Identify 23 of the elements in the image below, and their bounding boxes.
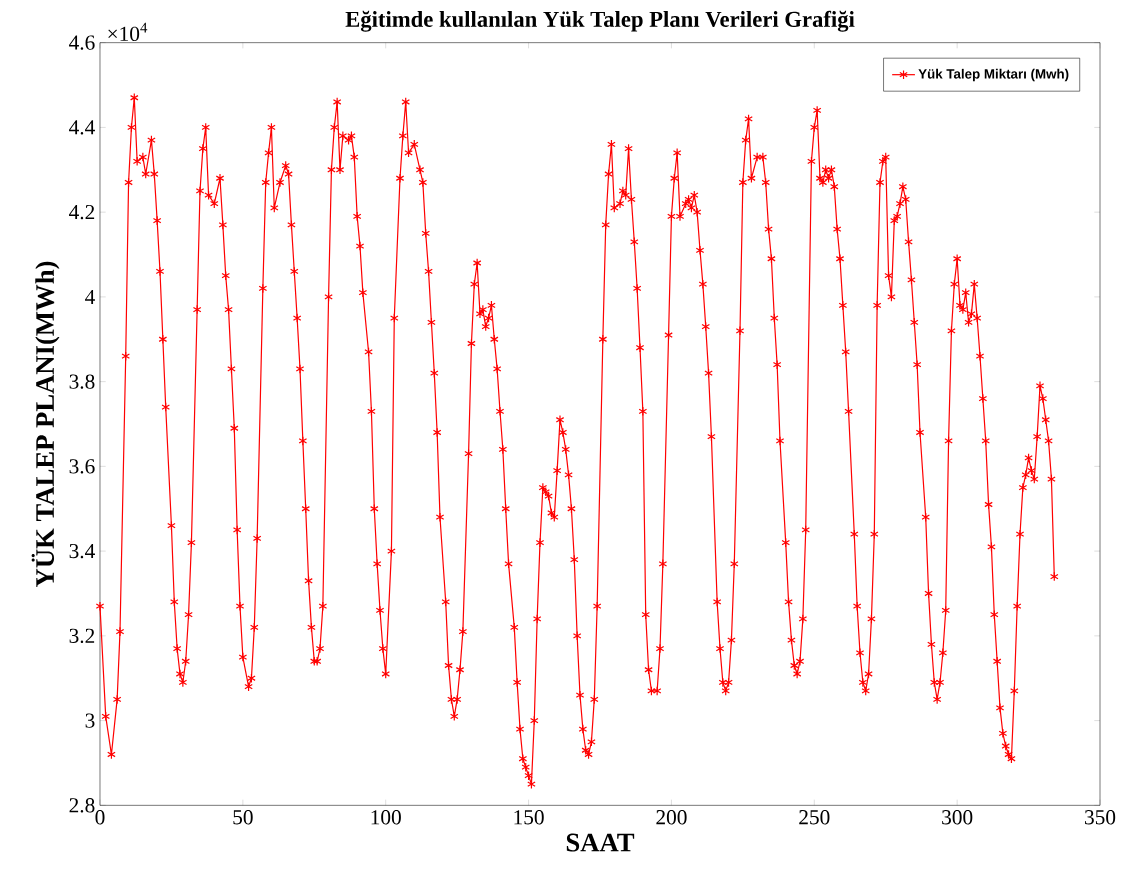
x-tick-label: 0 xyxy=(95,810,105,825)
y-tick-label: 4.4 xyxy=(69,120,95,135)
y-tick-label: 3.8 xyxy=(69,374,95,389)
y-tick-label: 4 xyxy=(85,289,95,304)
y-tick-label: 4.2 xyxy=(69,204,95,220)
y-tick-label: 3.2 xyxy=(69,628,95,644)
chart-title: Eğitimde kullanılan Yük Talep Planı Verileri Grafiği xyxy=(345,10,855,32)
x-tick-label: 250 xyxy=(799,810,830,825)
y-tick-label: 3 xyxy=(85,713,95,728)
legend-label: Yük Talep Miktarı (Mwh) xyxy=(918,68,1069,82)
x-tick-label: 300 xyxy=(942,810,973,825)
x-tick-label: 150 xyxy=(514,810,544,825)
x-tick-label: 350 xyxy=(1085,810,1116,825)
y-tick-label: 2.8 xyxy=(69,798,95,813)
y-axis-title: YÜK TALEP PLANI(MWh) xyxy=(31,261,60,587)
x-axis-title: SAAT xyxy=(566,833,635,852)
y-tick-label: 3.6 xyxy=(69,459,95,474)
x-tick-label: 50 xyxy=(233,810,253,825)
y-tick-label: 4.6 xyxy=(69,35,95,50)
x-tick-label: 200 xyxy=(656,810,687,825)
x-tick-label: 100 xyxy=(371,810,401,825)
y-tick-label: 3.4 xyxy=(69,543,95,559)
text: ×10$^{4}$ xyxy=(108,22,148,42)
